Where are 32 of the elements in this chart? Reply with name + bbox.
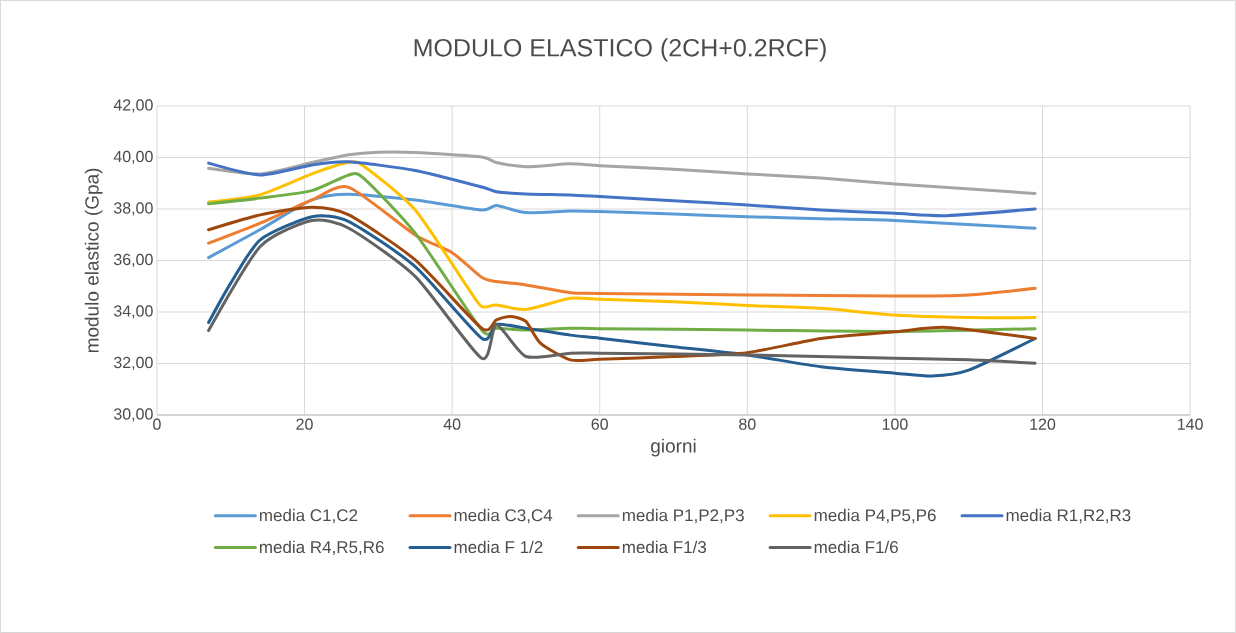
y-axis-title: modulo elastico (Gpa) [84,168,103,353]
line-series [207,192,1037,260]
legend-label: media F1/6 [814,540,898,554]
y-tick-label: 34,00 [113,305,153,319]
x-tick-label: 0 [153,418,161,430]
x-tick-label: 140 [1177,418,1203,430]
line-series [207,160,1037,320]
legend-label: media R1,R2,R3 [1006,508,1131,524]
legend-label: media R4,R5,R6 [259,540,384,556]
x-tick-label: 80 [739,418,756,430]
legend-label: media F 1/2 [454,540,543,554]
y-tick-label: 38,00 [113,202,153,216]
y-tick-label: 40,00 [113,150,153,165]
legend-label: media C1,C2 [259,508,358,524]
legend-label: media P1,P2,P3 [622,508,744,524]
line-series [207,185,1037,298]
x-tick-label: 40 [443,418,461,430]
x-tick-label: 60 [591,418,608,430]
x-axis-title: giorni [651,438,696,457]
x-tick-label: 120 [1030,418,1056,430]
chart-title: MODULO ELASTICO (2CH+0.2RCF) [414,38,826,62]
legend-label: media C3,C4 [454,508,553,524]
line-series [207,160,1037,218]
y-tick-label: 36,00 [113,253,153,268]
y-tick-label: 32,00 [113,356,153,371]
x-tick-label: 20 [296,418,313,430]
y-tick-label: 30,00 [113,408,153,422]
line-series [207,150,1037,196]
y-tick-label: 42,00 [113,99,153,113]
legend-label: media F1/3 [622,540,707,554]
x-tick-label: 100 [882,418,908,430]
legend-label: media P4,P5,P6 [814,508,936,524]
